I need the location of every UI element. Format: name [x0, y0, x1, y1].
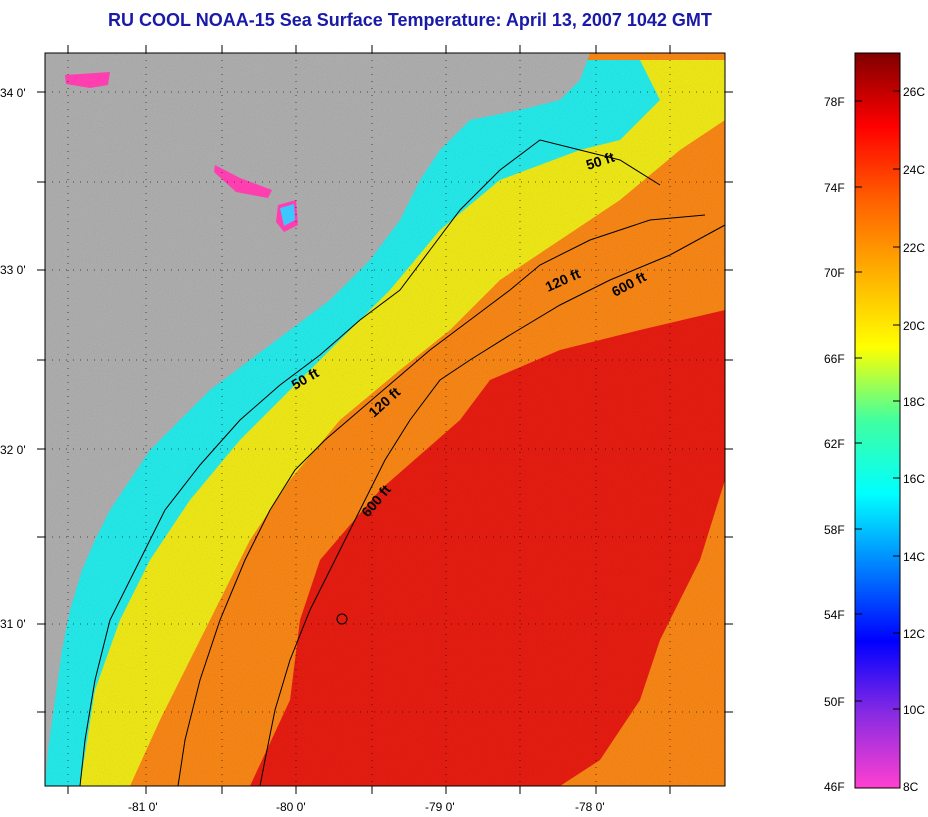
f-label: 54F: [824, 608, 845, 622]
buoy-marker: [336, 613, 348, 625]
f-label: 58F: [824, 523, 845, 537]
contour-120ft: [177, 214, 706, 786]
inland-pixels: [65, 72, 110, 88]
colorbar: 78F 74F 70F 66F 62F 58F 54F 50F 46F 26C …: [824, 52, 925, 794]
c-label: 26C: [903, 85, 925, 99]
lat-label: 31 0': [0, 617, 26, 631]
c-label: 8C: [903, 780, 919, 794]
map-panel: [45, 53, 725, 786]
fahrenheit-labels: 78F 74F 70F 66F 62F 58F 54F 50F 46F: [824, 95, 845, 794]
map-frame: [44, 52, 726, 787]
f-label: 46F: [824, 780, 845, 794]
c-label: 24C: [903, 163, 925, 177]
lat-label: 33 0': [0, 263, 26, 277]
contour-50ft: [79, 139, 661, 786]
celsius-labels: 26C 24C 22C 20C 18C 16C 14C 12C 10C 8C: [903, 85, 925, 794]
f-label: 66F: [824, 352, 845, 366]
lon-label: -79 0': [425, 800, 455, 814]
lon-label: -78 0': [575, 800, 605, 814]
f-label: 62F: [824, 437, 845, 451]
f-label: 78F: [824, 95, 845, 109]
f-label: 70F: [824, 266, 845, 280]
map-title: RU COOL NOAA-15 Sea Surface Temperature:…: [108, 10, 712, 30]
lat-label: 34 0': [0, 86, 26, 100]
colorbar-bar: [854, 52, 901, 789]
c-label: 16C: [903, 472, 925, 486]
inland-pixels: [280, 204, 295, 226]
map-ticks: [37, 45, 733, 794]
c-label: 10C: [903, 703, 925, 717]
c-label: 22C: [903, 241, 925, 255]
c-label: 20C: [903, 319, 925, 333]
lat-label: 32 0': [0, 443, 26, 457]
latitude-labels: 34 0' 33 0' 32 0' 31 0': [0, 86, 26, 631]
f-label: 74F: [824, 181, 845, 195]
lon-label: -81 0': [128, 800, 158, 814]
colorbar-ticks: [855, 90, 900, 710]
c-label: 14C: [903, 550, 925, 564]
sst-texture: [45, 53, 725, 786]
c-label: 18C: [903, 395, 925, 409]
inland-pixels: [214, 165, 272, 198]
lon-label: -80 0': [276, 800, 306, 814]
f-label: 50F: [824, 695, 845, 709]
contour-600ft: [259, 224, 725, 786]
c-label: 12C: [903, 627, 925, 641]
longitude-labels: -81 0' -80 0' -79 0' -78 0': [128, 800, 605, 814]
